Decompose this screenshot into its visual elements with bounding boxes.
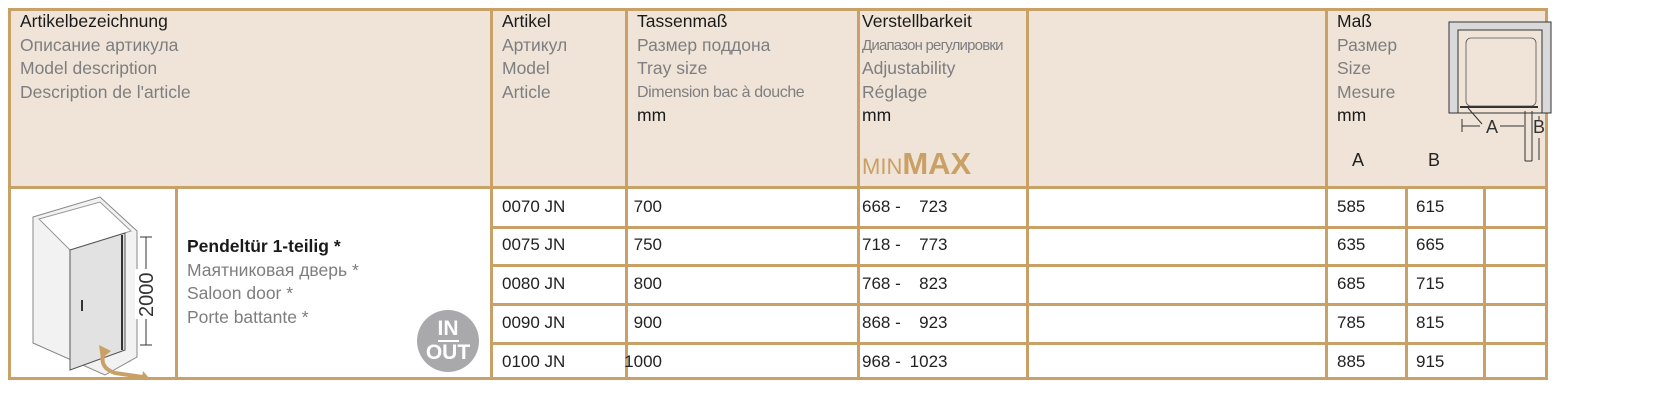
- product-table: [8, 8, 1548, 380]
- size-b-cell: 715: [1416, 274, 1445, 293]
- header-text: Adjustability: [862, 58, 956, 78]
- header-text: mm: [1337, 105, 1367, 125]
- header-text: Maß: [1337, 11, 1372, 31]
- article-cell: 0090 JN: [502, 313, 566, 332]
- product-name-fr: Porte battante *: [187, 306, 309, 327]
- size-a-cell: 585: [1337, 197, 1366, 216]
- header-text: Model: [502, 58, 550, 78]
- diagram-b-label: B: [1533, 117, 1545, 137]
- adjust-max: 1023: [909, 352, 948, 371]
- size-b-cell: 915: [1416, 352, 1445, 371]
- header-text: Tray size: [637, 58, 708, 78]
- header-text: Описание артикула: [20, 34, 179, 55]
- header-text: mm: [637, 105, 667, 125]
- article-cell: 0100 JN: [502, 352, 566, 371]
- adjust-min: 768: [862, 274, 891, 293]
- header-size: Maß Размер Size Mesure mm: [1337, 10, 1397, 128]
- badge-out: OUT: [425, 341, 471, 364]
- adjust-cell: 718 - 773: [862, 235, 948, 254]
- max-label: MAX: [902, 146, 972, 181]
- header-text: Description de l'article: [20, 81, 191, 102]
- badge-in: IN: [437, 317, 459, 342]
- article-cell: 0075 JN: [502, 235, 566, 254]
- product-name-en: Saloon door *: [187, 283, 294, 303]
- size-diagram-icon: A B: [1448, 21, 1552, 162]
- adjust-min: 968: [862, 352, 891, 371]
- adjust-cell: 868 - 923: [862, 313, 948, 332]
- header-text: Model description: [20, 58, 158, 78]
- adjust-min: 868: [862, 313, 891, 332]
- header-text: Size: [1337, 58, 1372, 78]
- minmax-label: MINMAX: [862, 146, 971, 182]
- header-text: Артикул: [502, 34, 568, 55]
- adjust-max: 773: [919, 235, 948, 254]
- tray-cell: 1000: [624, 352, 662, 371]
- size-b-cell: 615: [1416, 197, 1445, 216]
- tray-cell: 700: [633, 197, 662, 216]
- in-out-badge: IN OUT: [417, 310, 479, 372]
- column-a-label: A: [1352, 150, 1365, 170]
- header-text: Article: [502, 81, 551, 102]
- header-article: Artikel Артикул Model Article: [502, 10, 567, 104]
- adjust-min: 668: [862, 197, 891, 216]
- adjust-cell: 968 - 1023: [862, 352, 948, 371]
- header-text: Диапазон регулировки: [862, 36, 1004, 54]
- adjust-cell: 668 - 723: [862, 197, 948, 216]
- article-cell: 0080 JN: [502, 274, 566, 293]
- product-name-de: Pendeltür 1-teilig *: [187, 236, 341, 256]
- size-a-cell: 685: [1337, 274, 1366, 293]
- header-adjustability: Verstellbarkeit Диапазон регулировки Adj…: [862, 10, 1004, 128]
- shower-door-illustration-icon: 2000: [32, 196, 158, 380]
- adjust-max: 723: [919, 197, 948, 216]
- article-cell: 0070 JN: [502, 197, 566, 216]
- header-tray: Tassenmaß Размер поддона Tray size Dimen…: [637, 10, 805, 128]
- header-text: Размер: [1337, 34, 1398, 55]
- tray-cell: 800: [633, 274, 662, 293]
- size-a-cell: 635: [1337, 235, 1366, 254]
- header-text: mm: [862, 105, 892, 125]
- column-b-label: B: [1428, 150, 1441, 170]
- header-text: Artikel: [502, 11, 551, 31]
- header-text: Mesure: [1337, 81, 1396, 102]
- header-text: Verstellbarkeit: [862, 11, 972, 31]
- header-text: Tassenmaß: [637, 11, 728, 31]
- header-text: Artikelbezeichnung: [20, 11, 168, 31]
- size-b-cell: 665: [1416, 235, 1445, 254]
- tray-cell: 900: [633, 313, 662, 332]
- product-names: Pendeltür 1-teilig * Маятниковая дверь *…: [187, 235, 359, 329]
- header-text: Dimension bac à douche: [637, 83, 805, 101]
- tray-cell: 750: [633, 235, 662, 254]
- adjust-cell: 768 - 823: [862, 274, 948, 293]
- product-name-ru: Маятниковая дверь *: [187, 259, 359, 280]
- adjust-max: 823: [919, 274, 948, 293]
- adjust-min: 718: [862, 235, 891, 254]
- size-a-cell: 785: [1337, 313, 1366, 332]
- adjust-max: 923: [919, 313, 948, 332]
- header-text: Réglage: [862, 81, 928, 102]
- header-description: Artikelbezeichnung Описание артикула Mod…: [20, 10, 191, 104]
- size-b-cell: 815: [1416, 313, 1445, 332]
- header-text: Размер поддона: [637, 34, 771, 55]
- diagram-a-label: A: [1486, 117, 1498, 137]
- table-header: [11, 11, 1545, 189]
- size-a-cell: 885: [1337, 352, 1366, 371]
- height-label: 2000: [136, 273, 158, 318]
- min-label: MIN: [862, 154, 903, 179]
